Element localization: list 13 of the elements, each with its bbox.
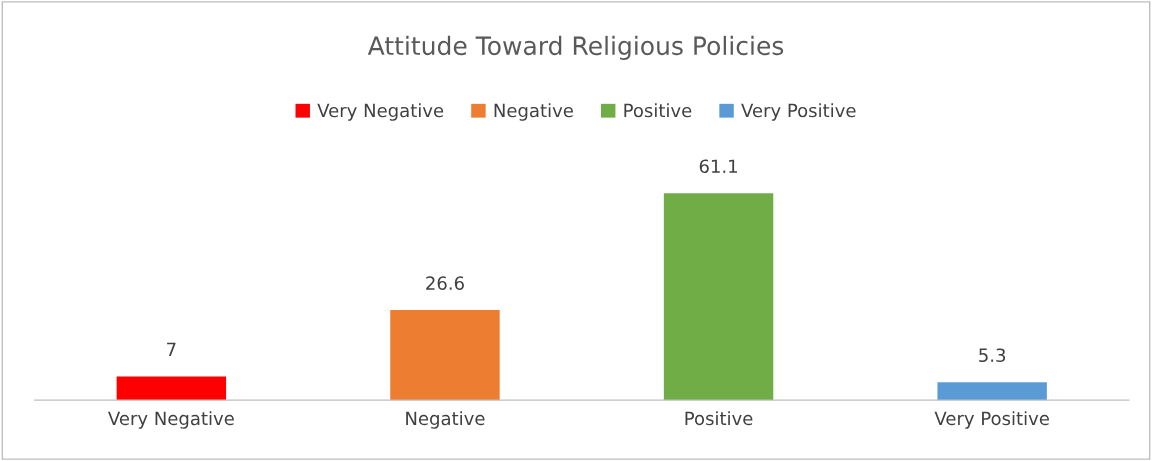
data-label: 26.6 — [426, 276, 464, 290]
x-tick-label: Very Negative — [108, 411, 234, 429]
data-label: 7 — [167, 342, 176, 357]
data-label: 5.3 — [979, 348, 1006, 363]
chart-title: Attitude Toward Religious Policies — [367, 35, 784, 61]
x-tick-label: Negative — [406, 411, 485, 429]
legend-label: Negative — [494, 103, 573, 121]
x-tick-label: Positive — [685, 411, 753, 426]
x-tick-label: Very Positive — [934, 411, 1049, 429]
legend-label: Positive — [624, 103, 692, 118]
legend-label: Very Negative — [317, 103, 444, 121]
legend-label: Very Positive — [741, 103, 856, 121]
data-label: 61.1 — [699, 159, 737, 174]
